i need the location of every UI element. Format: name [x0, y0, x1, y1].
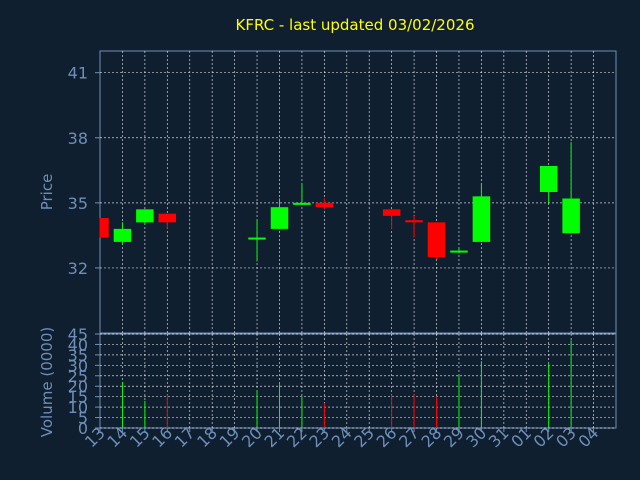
candle-body — [248, 237, 266, 240]
chart-title: KFRC - last updated 03/02/2026 — [236, 16, 475, 34]
volume-tick-label: 20 — [68, 377, 88, 396]
candle-body — [136, 209, 154, 223]
volume-tick-label: 25 — [68, 367, 88, 386]
candle-body — [450, 250, 468, 253]
volume-plot-area — [99, 333, 617, 429]
candle-body — [472, 196, 491, 242]
candle-body — [158, 213, 177, 223]
candle-body — [382, 209, 401, 216]
volume-tick-label: 10 — [68, 398, 88, 417]
candle-body — [315, 202, 334, 208]
price-tick-label: 32 — [68, 259, 88, 278]
volume-tick-label: 45 — [68, 325, 88, 344]
candle-body — [539, 165, 558, 192]
candle-body — [427, 222, 446, 258]
candle-body — [405, 220, 423, 223]
volume-tick-label: 0 — [78, 419, 88, 438]
price-tick-label: 38 — [68, 129, 88, 148]
volume-tick-label: 40 — [68, 335, 88, 354]
candle-body — [562, 198, 580, 234]
candle-body — [293, 202, 311, 205]
candle-body — [113, 228, 132, 242]
volume-tick-label: 15 — [68, 388, 88, 407]
x-axis-ticks: 1314151617181920212223242526272829303101… — [81, 423, 602, 451]
price-plot-area — [99, 50, 617, 334]
volume-axis-label: Volume (0000) — [38, 327, 56, 437]
x-axis-label: Day — [333, 458, 363, 476]
candle-body — [270, 207, 289, 229]
candle-body — [100, 218, 109, 238]
volume-tick-label: 5 — [78, 409, 88, 428]
volume-tick-label: 35 — [68, 346, 88, 365]
price-tick-label: 35 — [68, 194, 88, 213]
price-tick-label: 41 — [68, 64, 88, 83]
price-panel: 32 35 38 41 — [68, 50, 617, 334]
price-axis-label: Price — [38, 174, 56, 211]
volume-tick-label: 30 — [68, 356, 88, 375]
